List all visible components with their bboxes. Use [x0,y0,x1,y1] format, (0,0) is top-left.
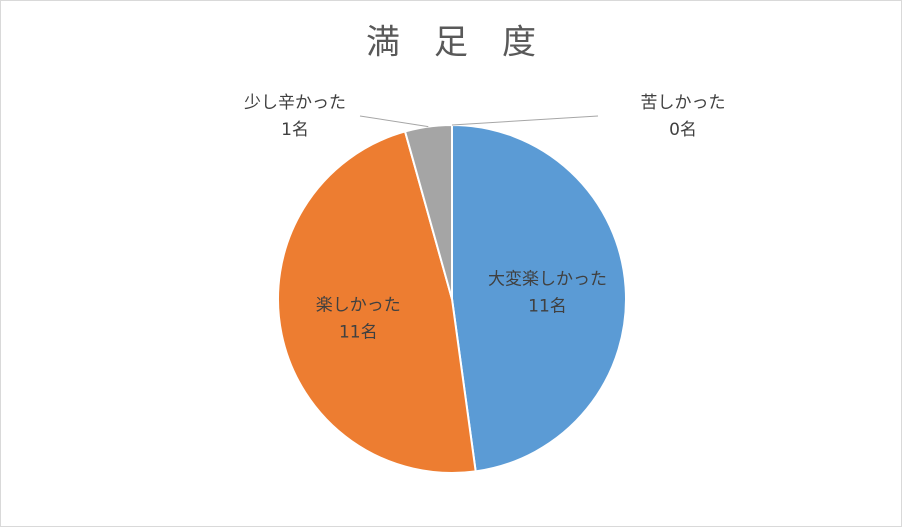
data-label-value: 11名 [339,322,378,342]
chart-title: 満 足 度 [366,23,536,63]
data-label-value: 11名 [528,296,567,316]
leader-line [359,115,429,128]
data-label-category: 苦しかった [641,93,726,113]
pie-slice [277,130,477,474]
data-label-value: 1名 [281,120,309,140]
pie-slice [451,123,627,473]
leader-line [451,115,599,126]
data-label-category: 大変楽しかった [488,269,607,289]
data-label-value: 0名 [669,120,697,140]
data-label-category: 楽しかった [316,295,401,315]
data-label-category: 少し辛かった [244,93,346,113]
